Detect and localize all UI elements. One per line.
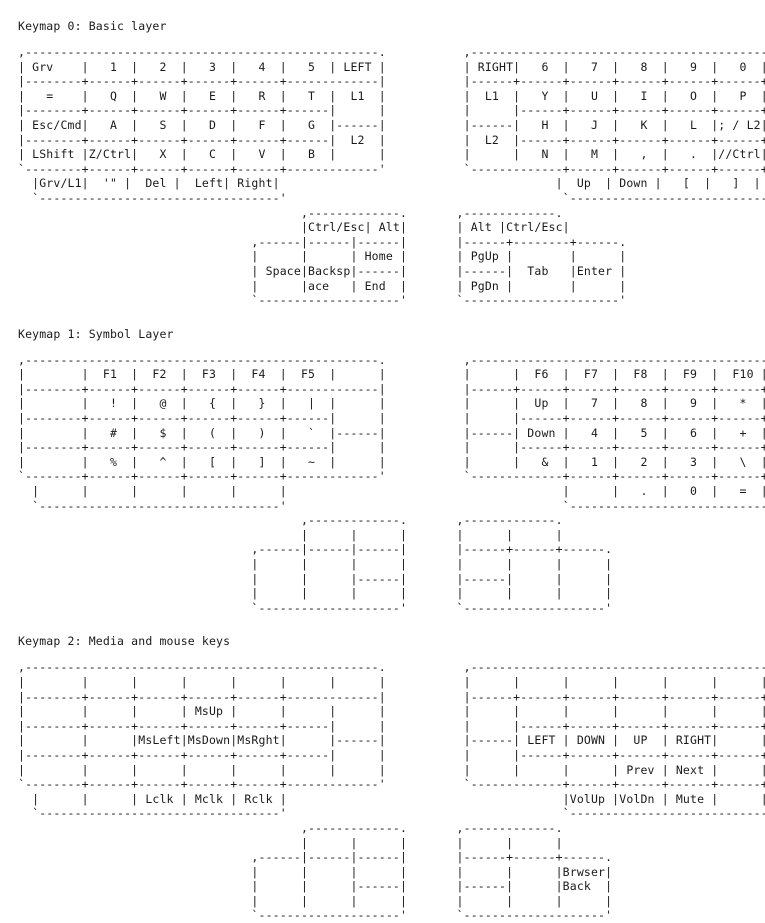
keymap-diagram-1: ,---------------------------------------… [18, 352, 765, 615]
keymap-title-1: Keymap 1: Symbol Layer [18, 326, 174, 341]
keymap-diagram-2: ,---------------------------------------… [18, 660, 765, 923]
keymap-section-1: Keymap 1: Symbol Layer ,----------------… [18, 326, 765, 616]
keymap-section-0: Keymap 0: Basic layer ,-----------------… [18, 18, 765, 308]
keymap-diagram-0: ,---------------------------------------… [18, 45, 765, 308]
keymap-section-2: Keymap 2: Media and mouse keys ,--------… [18, 633, 765, 923]
keymap-title-2: Keymap 2: Media and mouse keys [18, 634, 231, 649]
keymap-title-0: Keymap 0: Basic layer [18, 19, 167, 33]
